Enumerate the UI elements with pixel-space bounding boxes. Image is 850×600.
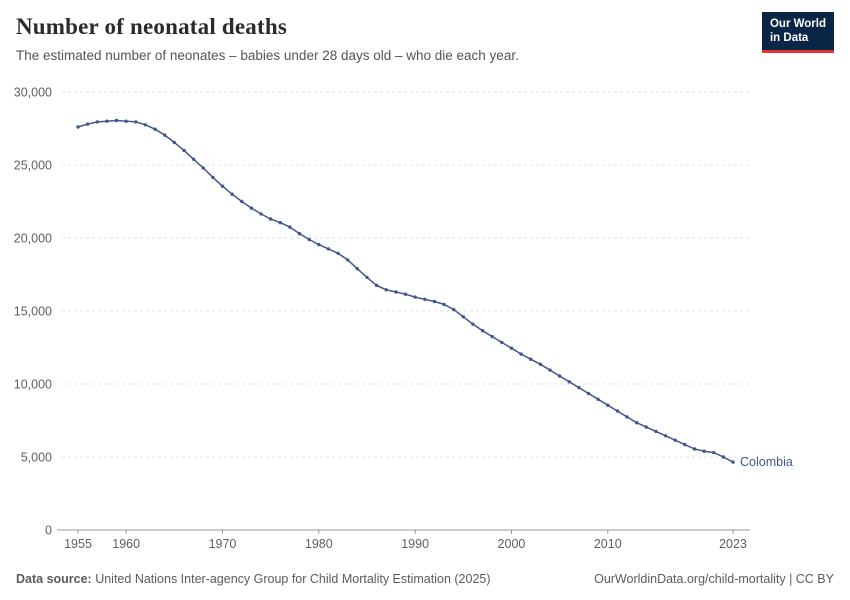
data-point[interactable]	[712, 450, 716, 455]
data-point[interactable]	[278, 221, 282, 225]
data-point[interactable]	[461, 315, 465, 319]
data-point[interactable]	[297, 231, 302, 236]
data-point[interactable]	[625, 415, 629, 419]
data-point[interactable]	[673, 438, 677, 442]
data-point[interactable]	[384, 288, 388, 292]
data-point[interactable]	[317, 242, 321, 247]
y-tick-label: 30,000	[14, 86, 52, 100]
data-point[interactable]	[654, 429, 658, 434]
series-label[interactable]: Colombia	[740, 455, 793, 469]
x-tick-label: 1970	[209, 537, 237, 551]
data-point[interactable]	[307, 237, 311, 242]
data-point[interactable]	[346, 258, 350, 262]
data-point[interactable]	[374, 283, 379, 288]
y-tick-label: 0	[45, 524, 52, 538]
data-point[interactable]	[529, 357, 533, 361]
data-point[interactable]	[567, 380, 571, 384]
data-point[interactable]	[249, 206, 254, 210]
data-point[interactable]	[230, 192, 234, 196]
data-point[interactable]	[105, 119, 109, 123]
data-point[interactable]	[606, 403, 610, 407]
y-tick-label: 20,000	[14, 232, 52, 246]
data-point[interactable]	[182, 148, 186, 153]
data-point[interactable]	[452, 307, 456, 312]
data-point[interactable]	[124, 119, 128, 123]
data-point[interactable]	[153, 127, 157, 131]
trend-line[interactable]	[77, 119, 734, 463]
data-point[interactable]	[394, 290, 398, 294]
x-tick-label: 2023	[719, 537, 747, 551]
data-point[interactable]	[259, 212, 263, 216]
data-point[interactable]	[365, 275, 369, 280]
data-point[interactable]	[577, 385, 581, 390]
data-point[interactable]	[692, 447, 697, 451]
data-point[interactable]	[114, 118, 119, 123]
data-point[interactable]	[172, 140, 176, 145]
data-point[interactable]	[220, 184, 225, 188]
data-point[interactable]	[423, 297, 427, 301]
data-point[interactable]	[413, 295, 417, 299]
data-point[interactable]	[500, 340, 504, 345]
data-point[interactable]	[702, 449, 706, 453]
data-point[interactable]	[268, 217, 273, 221]
y-tick-label: 10,000	[14, 378, 52, 392]
data-point[interactable]	[240, 199, 244, 204]
data-point[interactable]	[326, 247, 331, 251]
data-point[interactable]	[143, 123, 148, 127]
data-point[interactable]	[644, 425, 648, 429]
y-tick-label: 15,000	[14, 305, 52, 319]
data-point[interactable]	[163, 133, 167, 137]
data-point[interactable]	[663, 434, 668, 438]
chart-subtitle: The estimated number of neonates – babie…	[16, 48, 519, 63]
data-point[interactable]	[490, 334, 494, 339]
data-point[interactable]	[480, 329, 485, 333]
data-point[interactable]	[432, 299, 437, 304]
x-tick-label: 2010	[594, 537, 622, 551]
data-point[interactable]	[336, 251, 340, 255]
x-tick-label: 1990	[401, 537, 429, 551]
data-point[interactable]	[134, 120, 138, 124]
data-point[interactable]	[85, 122, 90, 126]
chart-header: Number of neonatal deaths The estimated …	[16, 14, 740, 63]
data-point[interactable]	[191, 157, 196, 161]
data-point[interactable]	[557, 374, 562, 378]
data-point[interactable]	[288, 225, 292, 229]
data-point[interactable]	[596, 397, 600, 401]
owid-citation-link[interactable]: OurWorldinData.org/child-mortality | CC …	[594, 572, 834, 586]
data-point[interactable]	[615, 409, 620, 413]
data-point[interactable]	[201, 166, 205, 170]
data-point[interactable]	[721, 455, 726, 459]
y-tick-label: 25,000	[14, 159, 52, 173]
x-tick-label: 1955	[64, 537, 92, 551]
data-point[interactable]	[471, 322, 475, 326]
data-point[interactable]	[548, 368, 552, 372]
data-point[interactable]	[683, 442, 687, 447]
x-tick-label: 1960	[112, 537, 140, 551]
x-tick-label: 2000	[498, 537, 526, 551]
data-source-note: Data source: United Nations Inter-agency…	[16, 572, 491, 586]
owid-logo-line2: in Data	[769, 32, 809, 45]
y-tick-label: 5,000	[21, 451, 52, 465]
data-point[interactable]	[731, 460, 735, 464]
data-point[interactable]	[355, 267, 359, 271]
data-point[interactable]	[403, 292, 408, 296]
data-source-label: Data source:	[16, 572, 92, 586]
data-point[interactable]	[211, 175, 215, 180]
owid-logo[interactable]: Our World in Data	[761, 12, 834, 53]
data-point[interactable]	[635, 421, 639, 425]
data-point[interactable]	[76, 125, 80, 129]
data-source-text: United Nations Inter-agency Group for Ch…	[91, 572, 491, 586]
data-point[interactable]	[509, 346, 514, 350]
data-point[interactable]	[95, 120, 100, 124]
chart-title: Number of neonatal deaths	[16, 14, 288, 39]
x-tick-label: 1980	[305, 537, 333, 551]
data-point[interactable]	[519, 352, 523, 356]
data-point[interactable]	[586, 391, 591, 396]
chart-footer: Data source: United Nations Inter-agency…	[16, 572, 834, 586]
data-point[interactable]	[442, 302, 446, 307]
owid-logo-line1: Our World	[769, 18, 826, 30]
data-point[interactable]	[538, 362, 543, 366]
